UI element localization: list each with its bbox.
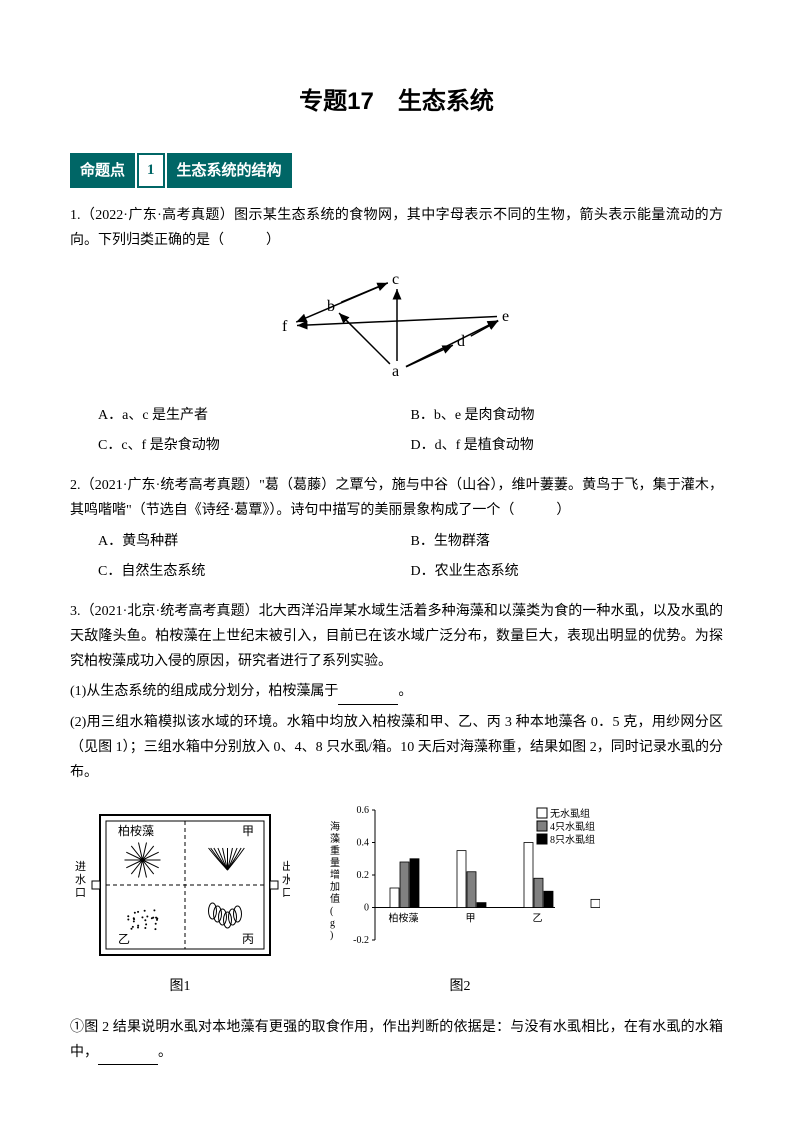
q3-p1-text: (1)从生态系统的组成成分划分，柏桉藻属于 — [70, 684, 338, 699]
q2-options: A．黄鸟种群 B．生物群落 C．自然生态系统 D．农业生态系统 — [70, 529, 723, 589]
q3-p3-end: 。 — [158, 1045, 172, 1060]
q1-option-b: B．b、e 是肉食动物 — [411, 403, 724, 428]
q3-stem: 3.（2021·北京·统考高考真题）北大西洋沿岸某水域生活着多种海藻和以藻类为食… — [70, 599, 723, 675]
svg-text:口: 口 — [75, 887, 86, 899]
q3-part1: (1)从生态系统的组成成分划分，柏桉藻属于 。 — [70, 679, 723, 704]
fig1-label: 图1 — [70, 974, 290, 999]
svg-text:口: 口 — [282, 887, 290, 899]
svg-text:柏桉藻: 柏桉藻 — [118, 823, 154, 838]
svg-text:水: 水 — [282, 873, 290, 886]
blank-2 — [98, 1049, 158, 1065]
q1-option-a: A．a、c 是生产者 — [98, 403, 411, 428]
figures-row: 柏桉藻甲乙丙进水口出水口 图1 -0.200.20.40.6海藻重量增加值(g)… — [70, 800, 723, 999]
q2-option-b: B．生物群落 — [411, 529, 724, 554]
section-topic: 生态系统的结构 — [167, 153, 292, 188]
section-number: 1 — [137, 153, 165, 188]
section-header: 命题点 1 生态系统的结构 — [70, 153, 292, 188]
svg-text:量: 量 — [330, 857, 340, 869]
svg-text:0: 0 — [364, 903, 369, 914]
q3-part2: (2)用三组水箱模拟该水域的环境。水箱中均放入柏桉藻和甲、乙、丙 3 种本地藻各… — [70, 710, 723, 786]
section-label: 命题点 — [70, 153, 135, 188]
q2-option-a: A．黄鸟种群 — [98, 529, 411, 554]
q1-options: A．a、c 是生产者 B．b、e 是肉食动物 C．c、f 是杂食动物 D．d、f… — [70, 403, 723, 463]
svg-text:丙: 丙 — [600, 914, 601, 925]
svg-text:水: 水 — [75, 873, 86, 886]
svg-text:f: f — [282, 318, 288, 335]
q1-option-d: D．d、f 是植食动物 — [411, 433, 724, 458]
question-1: 1.（2022·广东·高考真题）图示某生态系统的食物网，其中字母表示不同的生物，… — [70, 203, 723, 463]
page-title: 专题17 生态系统 — [70, 80, 723, 123]
svg-text:藻: 藻 — [330, 832, 340, 845]
blank-1 — [338, 689, 398, 705]
food-web-diagram: a b c d e f — [70, 264, 723, 393]
svg-text:): ) — [330, 930, 333, 941]
svg-text:丙: 丙 — [242, 932, 254, 946]
svg-text:a: a — [392, 363, 399, 380]
svg-text:e: e — [502, 308, 509, 325]
svg-text:乙: 乙 — [118, 932, 130, 946]
q1-option-c: C．c、f 是杂食动物 — [98, 433, 411, 458]
svg-text:4只水虱组: 4只水虱组 — [550, 820, 595, 833]
svg-text:海: 海 — [330, 820, 340, 833]
q2-option-d: D．农业生态系统 — [411, 559, 724, 584]
svg-text:g: g — [330, 918, 335, 929]
svg-text:0.2: 0.2 — [357, 870, 370, 881]
q3-p1-end: 。 — [398, 684, 412, 699]
svg-text:c: c — [392, 271, 399, 288]
svg-text:-0.2: -0.2 — [353, 935, 369, 946]
svg-text:进: 进 — [75, 860, 86, 873]
svg-text:值: 值 — [330, 892, 340, 905]
svg-text:出: 出 — [282, 859, 290, 873]
question-2: 2.（2021·广东·统考高考真题）"葛（葛藤）之覃兮，施与中谷（山谷），维叶萋… — [70, 473, 723, 589]
fig2-label: 图2 — [320, 974, 600, 999]
q2-option-c: C．自然生态系统 — [98, 559, 411, 584]
svg-text:(: ( — [330, 906, 334, 917]
svg-text:增: 增 — [330, 868, 340, 881]
figure-1: 柏桉藻甲乙丙进水口出水口 图1 — [70, 810, 290, 999]
svg-text:甲: 甲 — [466, 914, 476, 925]
svg-text:加: 加 — [330, 881, 340, 893]
svg-text:甲: 甲 — [242, 824, 254, 838]
figure-2: -0.2 0 0.2 0.4 0.6 海藻重量增加值(g) 柏桉藻 甲 乙 丙 无水虱组4只水虱组8… — [320, 800, 600, 999]
svg-text:柏桉藻: 柏桉藻 — [389, 912, 419, 925]
svg-text:b: b — [327, 298, 335, 315]
svg-text:0.6: 0.6 — [357, 805, 370, 816]
svg-text:8只水虱组: 8只水虱组 — [550, 833, 595, 846]
q2-stem: 2.（2021·广东·统考高考真题）"葛（葛藤）之覃兮，施与中谷（山谷），维叶萋… — [70, 473, 723, 523]
svg-text:0.4: 0.4 — [357, 838, 370, 849]
svg-text:重: 重 — [330, 844, 340, 857]
svg-text:乙: 乙 — [533, 913, 543, 925]
q1-stem: 1.（2022·广东·高考真题）图示某生态系统的食物网，其中字母表示不同的生物，… — [70, 203, 723, 253]
svg-text:无水虱组: 无水虱组 — [550, 807, 590, 820]
svg-text:d: d — [457, 333, 465, 350]
q3-part3: ①图 2 结果说明水虱对本地藻有更强的取食作用，作出判断的依据是：与没有水虱相比… — [70, 1015, 723, 1065]
question-3: 3.（2021·北京·统考高考真题）北大西洋沿岸某水域生活着多种海藻和以藻类为食… — [70, 599, 723, 1065]
